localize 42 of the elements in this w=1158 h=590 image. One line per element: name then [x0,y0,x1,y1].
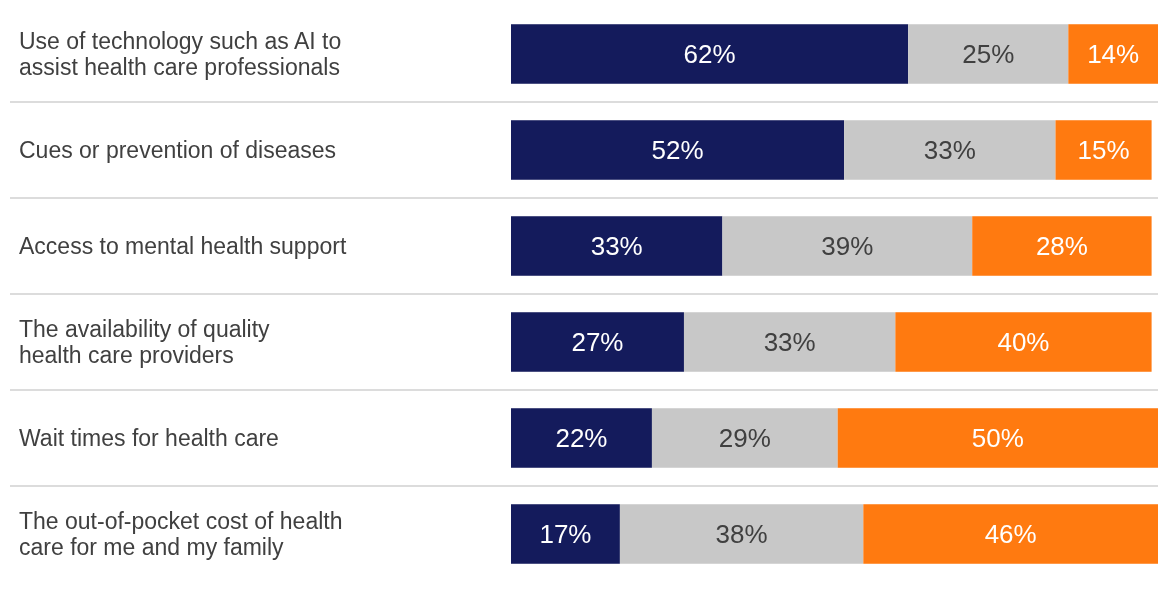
y-tick-label: Cues or prevention of diseases [19,137,337,164]
data-label: 27% [571,327,624,358]
bar [511,504,620,564]
bar [1068,24,1158,84]
bar [619,504,864,564]
data-label: 17% [539,519,592,550]
data-label: 38% [715,519,768,550]
y-tick-label: The availability of quality health care providers [19,316,271,369]
bar [511,408,652,468]
data-label: 46% [984,519,1037,550]
y-tick-label: Access to mental health support [19,233,347,260]
y-tick-label: Use of technology such as AI to assist health care professionals [19,28,342,81]
bar [651,408,838,468]
bar [908,24,1069,84]
bar [683,312,896,372]
data-label: 25% [962,39,1015,70]
y-tick-label: Wait times for health care [19,425,279,452]
bar [844,120,1056,180]
data-label: 29% [718,423,771,454]
bar [511,216,723,276]
data-label: 14% [1087,39,1140,70]
data-label: 39% [821,231,874,262]
bar [511,312,684,372]
bar [1055,120,1152,180]
bar [895,312,1152,372]
data-label: 33% [923,135,976,166]
data-label: 33% [763,327,816,358]
data-label: 22% [555,423,608,454]
data-label: 40% [997,327,1050,358]
y-tick-label: The out-of-pocket cost of health care for me and my family [19,508,343,561]
bar [837,408,1158,468]
bar [511,24,909,84]
bar [722,216,973,276]
bar [972,216,1152,276]
data-label: 28% [1035,231,1088,262]
data-label: 52% [651,135,704,166]
data-label: 50% [971,423,1024,454]
data-label: 15% [1077,135,1130,166]
bar [863,504,1158,564]
bar [511,120,845,180]
data-label: 33% [590,231,643,262]
data-label: 62% [683,39,736,70]
